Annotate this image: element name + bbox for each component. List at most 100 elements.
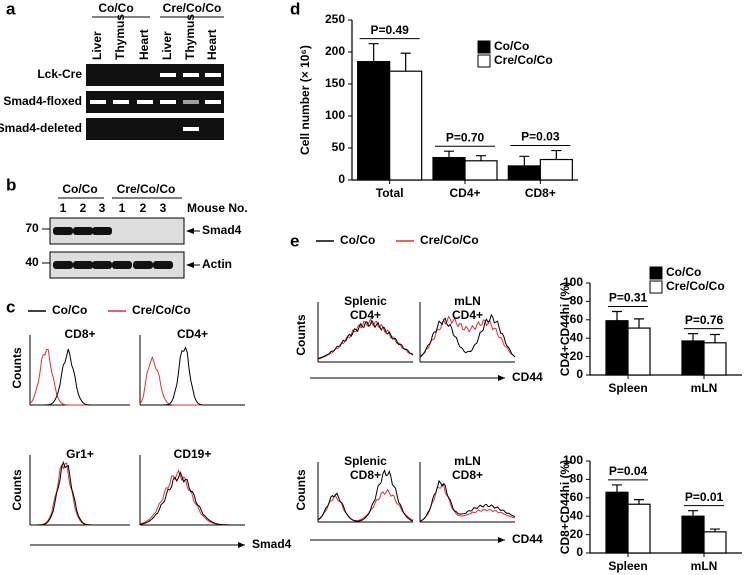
plot-label: CD4+ [177, 327, 208, 341]
gel-band [90, 100, 106, 104]
histogram-black [419, 479, 516, 522]
gel-band [113, 100, 129, 104]
legend-label: Co/Co [494, 39, 529, 53]
marker-label: 40 [25, 255, 39, 269]
x-tick-label: mLN [691, 559, 718, 573]
lane-title: Mouse No. [187, 201, 248, 215]
bar [605, 320, 629, 376]
histogram-red [139, 355, 245, 406]
y-axis-label: CD8+CD44hi (%) [558, 460, 572, 554]
bar [432, 157, 466, 181]
y-tick-label: 100 [325, 108, 345, 122]
blot-band [92, 261, 112, 269]
legend-label: Cre/Co/Co [420, 233, 479, 247]
blot-band [133, 261, 153, 269]
plot-label: Splenic [344, 454, 387, 468]
x-arrow-head [238, 542, 245, 548]
p-value: P=0.49 [370, 23, 409, 37]
legend-label: Cre/Co/Co [132, 303, 191, 317]
y-tick-label: 50 [332, 140, 346, 154]
lane-label: Heart [137, 29, 151, 60]
plot-label: Splenic [344, 294, 387, 308]
plot-label: CD8+ [64, 327, 95, 341]
gel-band [183, 127, 199, 131]
p-value: P=0.04 [609, 464, 648, 478]
histogram-red [29, 348, 130, 406]
blot-band [53, 261, 73, 269]
lane-label: Heart [205, 29, 219, 60]
bar [627, 503, 651, 554]
x-tick-label: mLN [691, 381, 718, 395]
gel-band [205, 100, 221, 104]
histogram-red [317, 488, 414, 522]
y-tick-label: 100 [563, 453, 583, 467]
y-axis-label: Cell number (× 10⁶) [298, 45, 312, 155]
gel-band [137, 100, 153, 104]
bar [507, 165, 541, 181]
y-label: Counts [294, 314, 308, 356]
error-bar [519, 155, 530, 166]
legend-swatch [649, 280, 663, 294]
gel [86, 64, 224, 86]
legend-swatch [649, 266, 663, 280]
error-bar [688, 333, 698, 341]
p-value: P=0.76 [685, 313, 724, 327]
histogram-black [139, 470, 245, 526]
histogram-black [30, 460, 130, 526]
row-label: Smad4-floxed [3, 94, 82, 108]
y-tick-label: 20 [570, 349, 584, 363]
y-tick-label: 250 [325, 12, 345, 26]
group-label: Co/Co [62, 182, 97, 196]
blot-band [112, 261, 132, 269]
y-tick-label: 60 [570, 490, 584, 504]
x-arrow-head [498, 537, 505, 543]
gel-band [183, 73, 199, 77]
x-tick-label: Total [376, 186, 404, 200]
y-tick-label: 80 [570, 472, 584, 486]
gel [86, 91, 224, 113]
error-bar [612, 484, 622, 493]
bar [539, 158, 573, 181]
protein-label: Smad4 [202, 223, 242, 237]
plot-label: mLN [454, 294, 481, 308]
error-bar [634, 318, 644, 329]
row-label: Smad4-deleted [0, 121, 82, 135]
group-label: Cre/Co/Co [163, 1, 222, 15]
gel-band [183, 100, 199, 104]
y-axis-label: CD4+CD44hi (%) [558, 282, 572, 376]
lane-number: 1 [60, 201, 67, 215]
panel-label: c [6, 297, 15, 316]
error-bar [551, 149, 562, 160]
protein-arrow [186, 262, 194, 268]
error-bar [400, 52, 411, 72]
histogram-red [419, 315, 516, 358]
x-tick-label: Spleen [608, 381, 647, 395]
histogram-black [140, 346, 245, 406]
legend-label: Co/Co [52, 303, 87, 317]
gel-band [205, 73, 221, 77]
y-tick-label: 100 [563, 275, 583, 289]
gel [86, 118, 224, 140]
blot-band [73, 227, 93, 235]
error-bar [444, 150, 454, 158]
legend-label: Co/Co [666, 265, 701, 279]
panel-label: b [6, 175, 16, 194]
legend-swatch [477, 54, 491, 68]
group-label: Cre/Co/Co [117, 182, 176, 196]
histogram-black [419, 313, 516, 358]
lane-number: 2 [80, 201, 87, 215]
legend-label: Co/Co [340, 233, 375, 247]
bar [389, 70, 423, 181]
row-label: Lck-Cre [37, 67, 82, 81]
lane-label: Thymus [183, 14, 197, 60]
y-tick-label: 20 [570, 527, 584, 541]
lane-number: 2 [140, 201, 147, 215]
y-tick-label: 200 [325, 44, 345, 58]
p-value: P=0.31 [609, 291, 648, 305]
bar [681, 340, 705, 376]
error-bar [634, 499, 644, 505]
y-label: Counts [294, 469, 308, 511]
y-tick-label: 40 [570, 508, 584, 522]
error-bar [476, 155, 486, 161]
y-tick-label: 0 [576, 367, 583, 381]
